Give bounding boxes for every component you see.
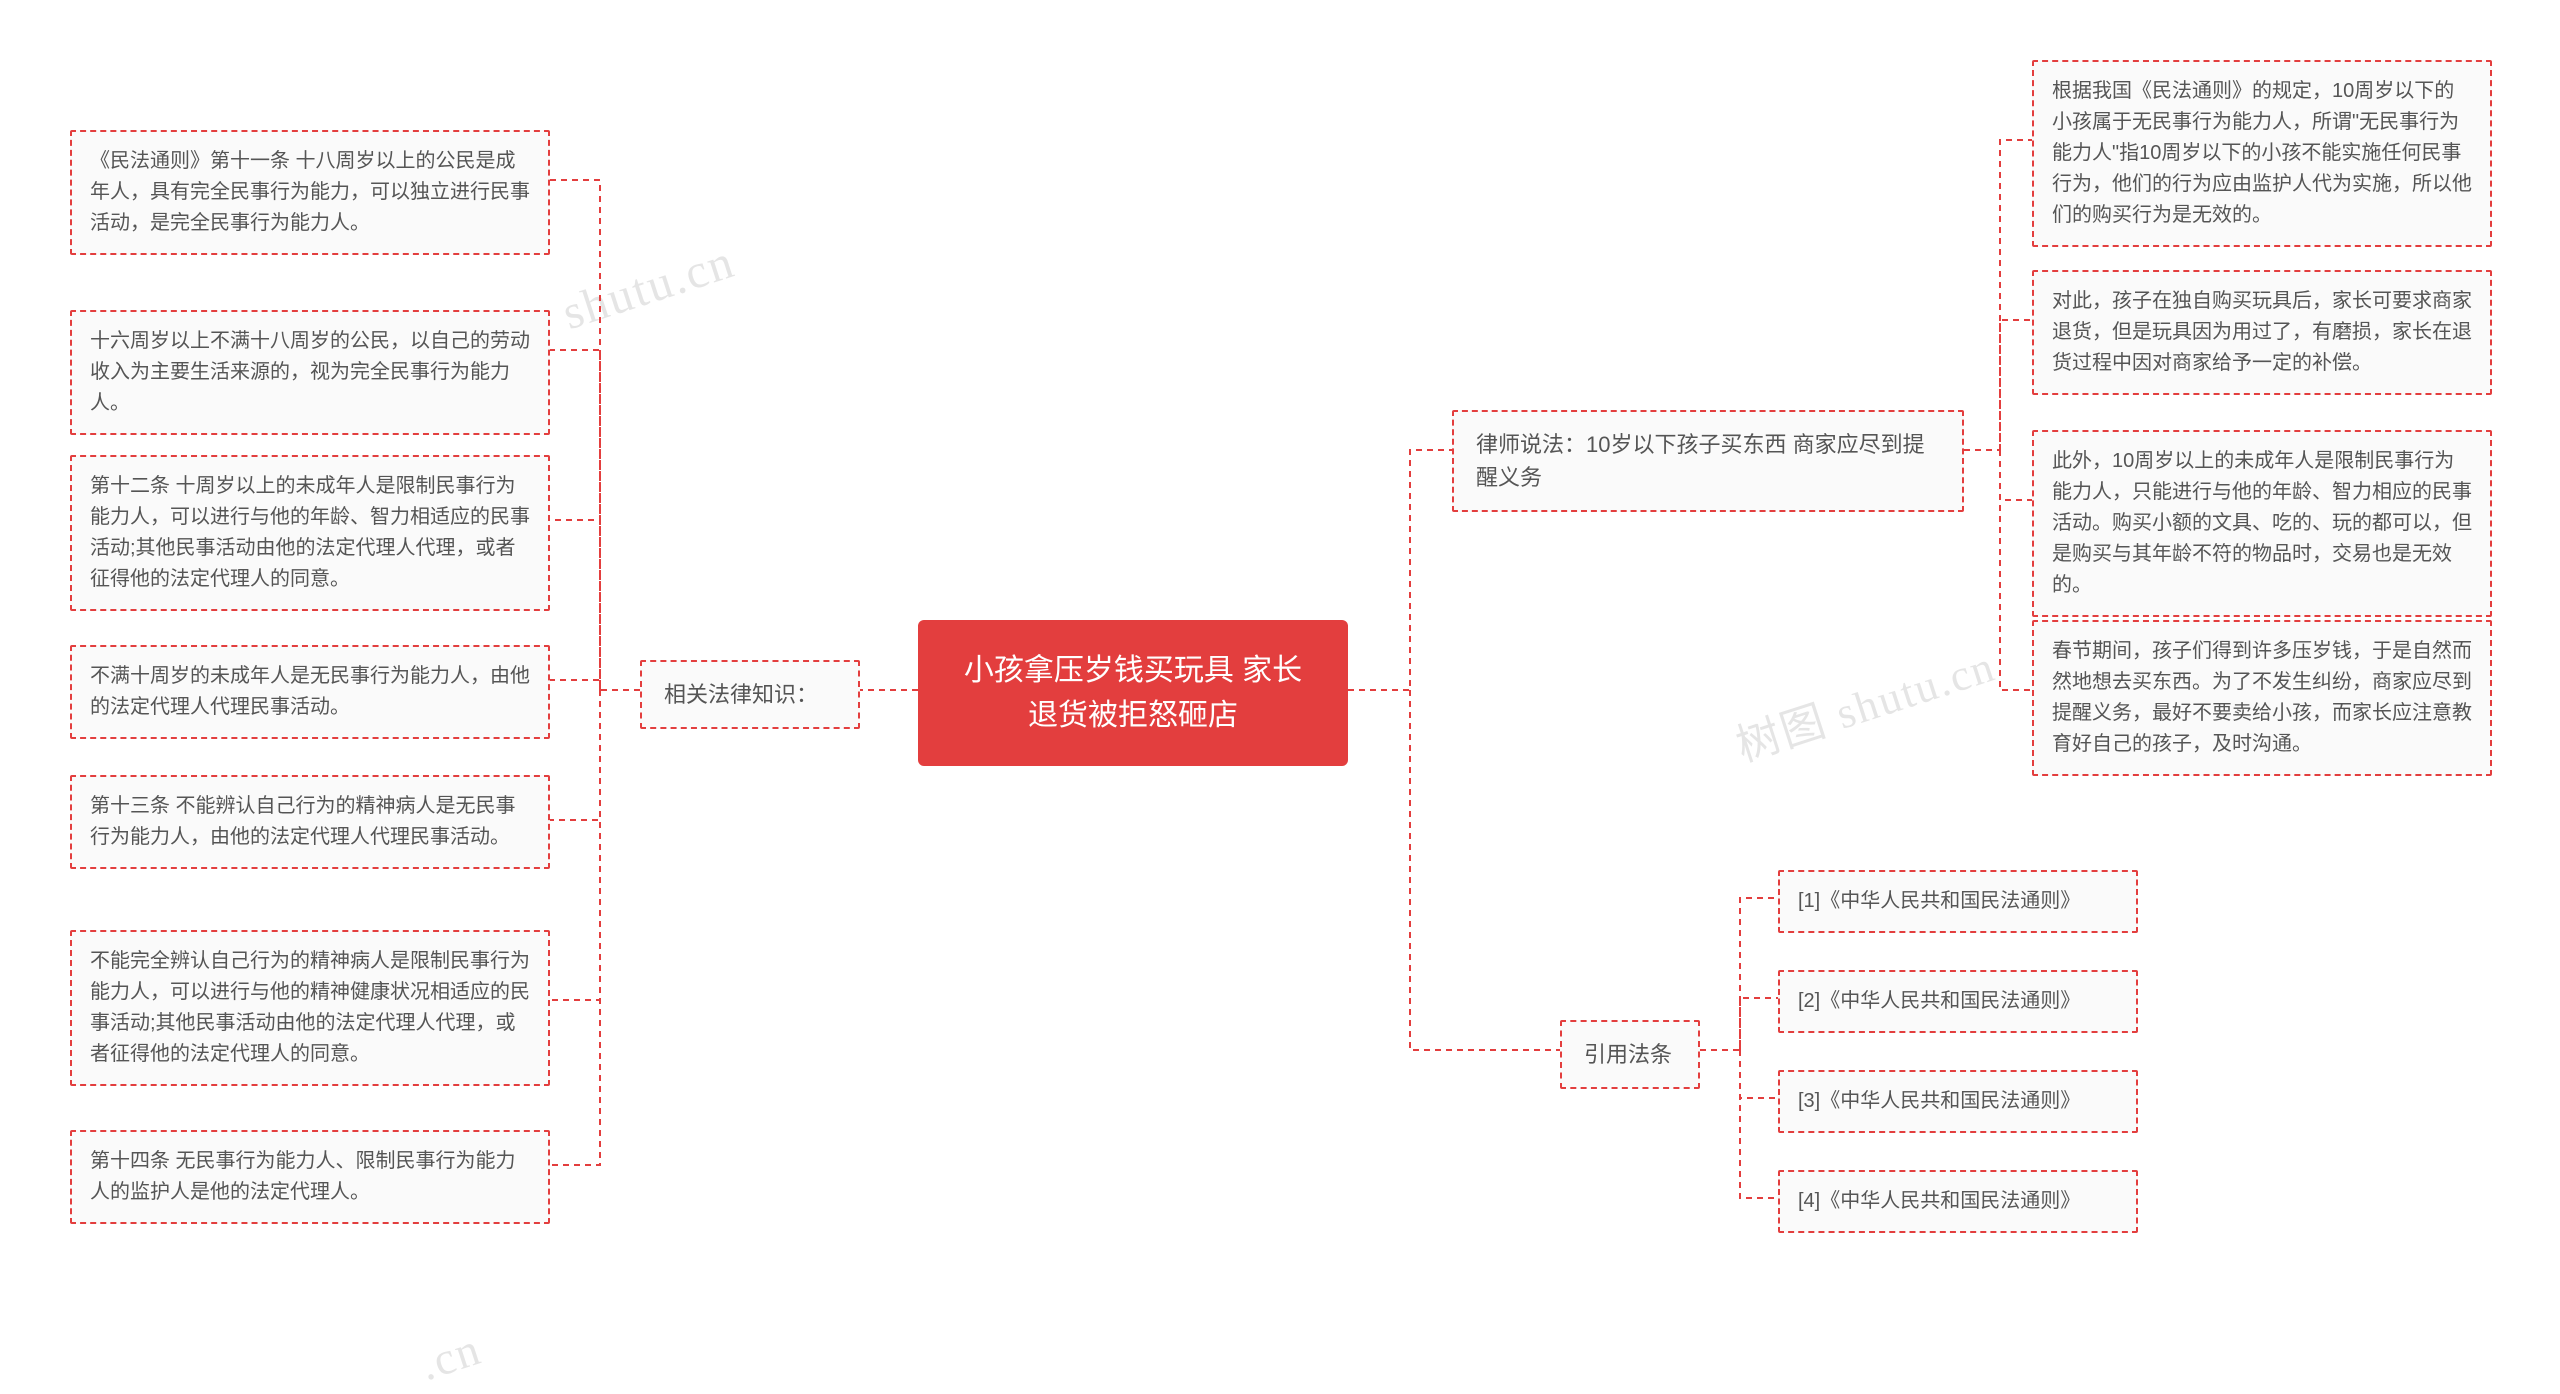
branch-right-1-label: 律师说法：10岁以下孩子买东西 商家应尽到提醒义务 — [1452, 410, 1964, 512]
watermark: .cn — [413, 1322, 487, 1391]
left-leaf: 不能完全辨认自己行为的精神病人是限制民事行为能力人，可以进行与他的精神健康状况相… — [70, 930, 550, 1086]
left-leaf: 十六周岁以上不满十八周岁的公民，以自己的劳动收入为主要生活来源的，视为完全民事行… — [70, 310, 550, 435]
left-leaf: 《民法通则》第十一条 十八周岁以上的公民是成年人，具有完全民事行为能力，可以独立… — [70, 130, 550, 255]
branch-left-label: 相关法律知识： — [640, 660, 860, 729]
right1-leaf: 此外，10周岁以上的未成年人是限制民事行为能力人，只能进行与他的年龄、智力相应的… — [2032, 430, 2492, 617]
right2-leaf: [1]《中华人民共和国民法通则》 — [1778, 870, 2138, 933]
right2-leaf: [4]《中华人民共和国民法通则》 — [1778, 1170, 2138, 1233]
left-leaf: 第十三条 不能辨认自己行为的精神病人是无民事行为能力人，由他的法定代理人代理民事… — [70, 775, 550, 869]
right1-leaf: 春节期间，孩子们得到许多压岁钱，于是自然而然地想去买东西。为了不发生纠纷，商家应… — [2032, 620, 2492, 776]
left-leaf: 第十四条 无民事行为能力人、限制民事行为能力人的监护人是他的法定代理人。 — [70, 1130, 550, 1224]
left-leaf: 不满十周岁的未成年人是无民事行为能力人，由他的法定代理人代理民事活动。 — [70, 645, 550, 739]
watermark: shutu.cn — [556, 234, 742, 341]
right2-leaf: [3]《中华人民共和国民法通则》 — [1778, 1070, 2138, 1133]
right1-leaf: 对此，孩子在独自购买玩具后，家长可要求商家退货，但是玩具因为用过了，有磨损，家长… — [2032, 270, 2492, 395]
watermark: 树图 shutu.cn — [1727, 630, 2003, 774]
branch-right-2-label: 引用法条 — [1560, 1020, 1700, 1089]
center-node: 小孩拿压岁钱买玩具 家长退货被拒怒砸店 — [918, 620, 1348, 766]
left-leaf: 第十二条 十周岁以上的未成年人是限制民事行为能力人，可以进行与他的年龄、智力相适… — [70, 455, 550, 611]
right2-leaf: [2]《中华人民共和国民法通则》 — [1778, 970, 2138, 1033]
right1-leaf: 根据我国《民法通则》的规定，10周岁以下的小孩属于无民事行为能力人，所谓"无民事… — [2032, 60, 2492, 247]
